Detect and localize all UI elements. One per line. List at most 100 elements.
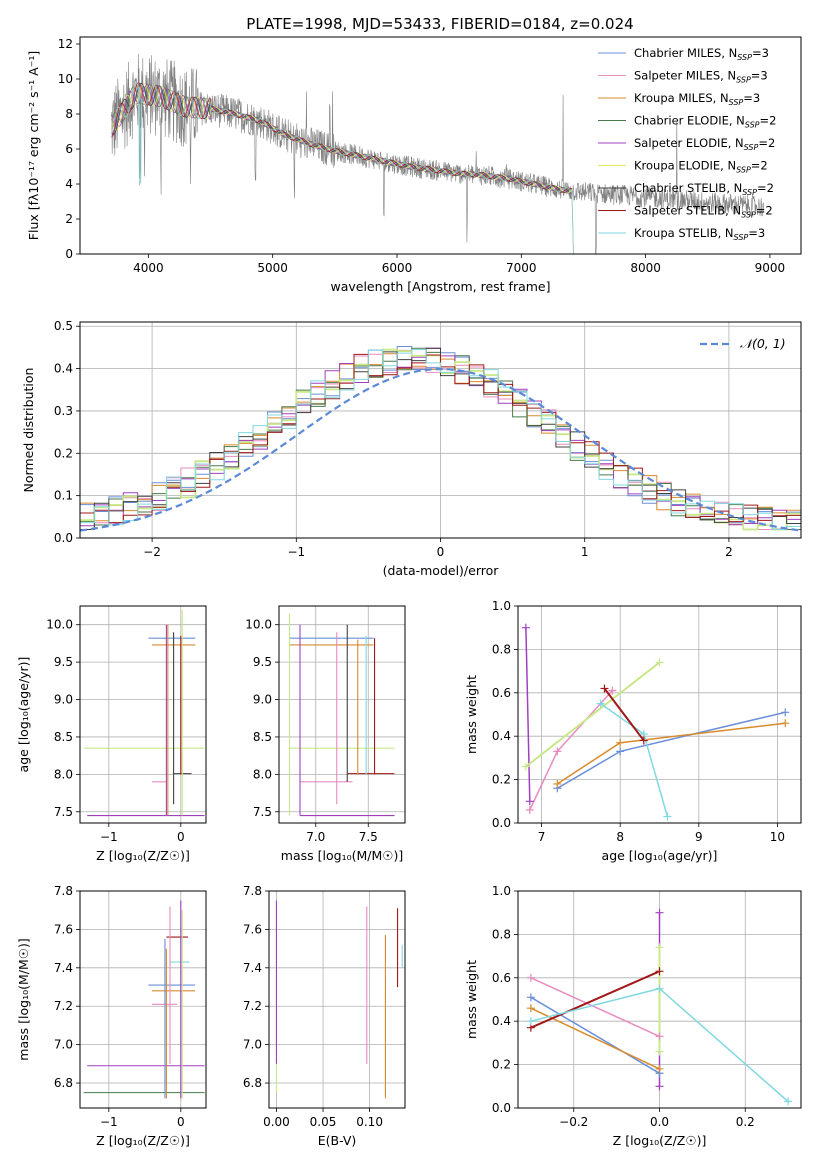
y-tick-label: 8 [65,107,73,121]
legend-entry-text: Salpeter ELODIE, N [634,136,744,150]
legend-entry-subscript: SSP [744,143,759,152]
legend-entry-text: Kroupa ELODIE, N [634,159,736,173]
y-tick-label: 7.4 [54,961,73,975]
x-tick-label: −0.2 [559,1115,588,1129]
data-point-marker [616,738,625,747]
spectrum-data-line [110,53,764,254]
data-point-marker [655,1047,664,1056]
mass_vs_ebv-panel: 0.00 0.05 0.10 6.8 7.0 7.2 7.4 7.6 7.8 E(B-V) [243,884,406,1148]
y-tick-label: 0.3 [54,404,73,418]
legend-entry: Chabrier STELIB, NSSP=2 [634,181,774,197]
spectrum-plot-area [110,53,764,254]
legend-entry-subscript: SSP [736,166,751,175]
y-tick-label: 0.4 [492,1014,511,1028]
legend-entry-subscript: SSP [737,53,752,62]
mass_vs_Z-panel: −1 0 6.8 7.0 7.2 7.4 7.6 7.8 Z [log₁₀(Z/Z☉)] mass… [16,884,207,1148]
mass_weight_vs_Z-panel: −0.2 0.0 0.2 0.0 0.2 0.4 0.6 0.8 1.0 Z [log₁₀(Z/Z… [464,884,802,1148]
y-tick-label: 8.5 [54,730,73,744]
series-line [530,977,660,1038]
data-point-marker [525,805,534,814]
spectrum-model-line [111,83,573,194]
legend-entry-text: Salpeter MILES, N [634,69,736,83]
mass_weight_vs_age-panel: 7 8 9 10 0.0 0.2 0.4 0.6 0.8 1.0 age [log₁₀(age/yr… [464,599,802,863]
legend-entry-text: Kroupa MILES, N [634,91,729,105]
series-line [525,661,661,768]
legend-entry-text: Salpeter STELIB, N [634,204,741,218]
legend-entry: Chabrier MILES, NSSP=3 [634,46,769,62]
series-line [525,627,531,802]
y-tick-label: 0.6 [492,971,511,985]
y-tick-label: 7.5 [54,805,73,819]
legend-entry-suffix: =2 [757,181,774,195]
y-tick-label: 7.8 [243,884,262,898]
x-tick-label: 1 [581,545,589,559]
spectrum-model-line [111,82,574,254]
legend-entry: Salpeter STELIB, NSSP=2 [634,204,773,220]
y-tick-label: 2 [65,212,73,226]
legend-entry-text: Kroupa STELIB, N [634,226,734,240]
histogram-series [80,349,801,530]
y-tick-label: 7.0 [54,1038,73,1052]
legend-entry-subscript: SSP [729,98,744,107]
y-tick-label: 7.0 [243,1038,262,1052]
y-tick-label: 7.2 [54,999,73,1013]
x-tick-label: 10 [770,830,785,844]
y-tick-label: 9.0 [253,693,272,707]
x-tick-label: −1 [100,830,118,844]
spectrum-xlabel: wavelength [Angstrom, rest frame] [330,279,550,294]
data-point-marker [526,993,535,1002]
spectrum-frame [79,36,802,255]
age_vs_Z-plot-area [83,609,205,817]
y-tick-label: 0.2 [492,773,511,787]
legend-entry-suffix: =3 [752,46,769,60]
legend-entry-suffix: =2 [751,159,768,173]
x-tick-label: −2 [143,545,161,559]
legend-entry-suffix: =2 [756,204,773,218]
x-tick-label: −1 [287,545,305,559]
y-tick-label: 0.0 [492,816,511,830]
x-tick-label: −1 [100,1115,118,1129]
y-tick-label: 6.8 [54,1076,73,1090]
legend-entry-suffix: =2 [758,136,775,150]
x-tick-label: 4000 [133,261,164,275]
series-line [530,1007,660,1070]
data-point-marker [655,943,664,952]
mass_vs_Z-xlabel: Z [log₁₀(Z/Z☉)] [96,1133,190,1148]
histogram-series [80,353,801,524]
data-point-marker [521,762,530,771]
y-tick-label: 0.4 [54,362,73,376]
x-tick-label: 0 [437,545,445,559]
series-line [556,711,786,789]
legend-entry-subscript: SSP [736,76,751,85]
y-tick-label: 8.0 [54,767,73,781]
legend-entry: Salpeter ELODIE, NSSP=2 [634,136,775,152]
y-tick-label: 7.6 [54,922,73,936]
y-tick-label: 1.0 [492,599,511,613]
data-point-marker [655,967,664,976]
y-tick-label: 0.2 [492,1058,511,1072]
mass_weight_vs_Z-xlabel: Z [log₁₀(Z/Z☉)] [613,1133,707,1148]
legend-entry-suffix: =3 [743,91,760,105]
y-tick-label: 0 [65,247,73,261]
data-point-marker [596,699,605,708]
mass_weight_vs_age-plot-area [525,627,786,817]
y-tick-label: 10.0 [245,618,272,632]
mass_weight_vs_age-frame [517,605,802,824]
y-tick-label: 12 [58,37,73,51]
x-tick-label: 0.2 [736,1115,755,1129]
legend-entry-subscript: SSP [734,233,749,242]
x-tick-label: 0 [177,1115,185,1129]
normal-curve [80,367,799,532]
age_vs_Z-panel: −1 0 7.5 8.0 8.5 9.0 9.5 10.0 Z [log₁₀(Z/Z☉)] age… [16,605,207,863]
x-tick-label: 0.05 [310,1115,337,1129]
y-tick-label: 9.0 [54,693,73,707]
legend-entry-subscript: SSP [741,211,756,220]
legend-entry-suffix: =2 [760,114,777,128]
x-tick-label: 8000 [630,261,661,275]
data-point-marker [600,684,609,693]
series-line [600,702,669,817]
mass_vs_Z-plot-area [83,900,205,1099]
y-tick-label: 7.6 [243,922,262,936]
legend-entry-suffix: =3 [751,69,768,83]
data-point-marker [553,779,562,788]
